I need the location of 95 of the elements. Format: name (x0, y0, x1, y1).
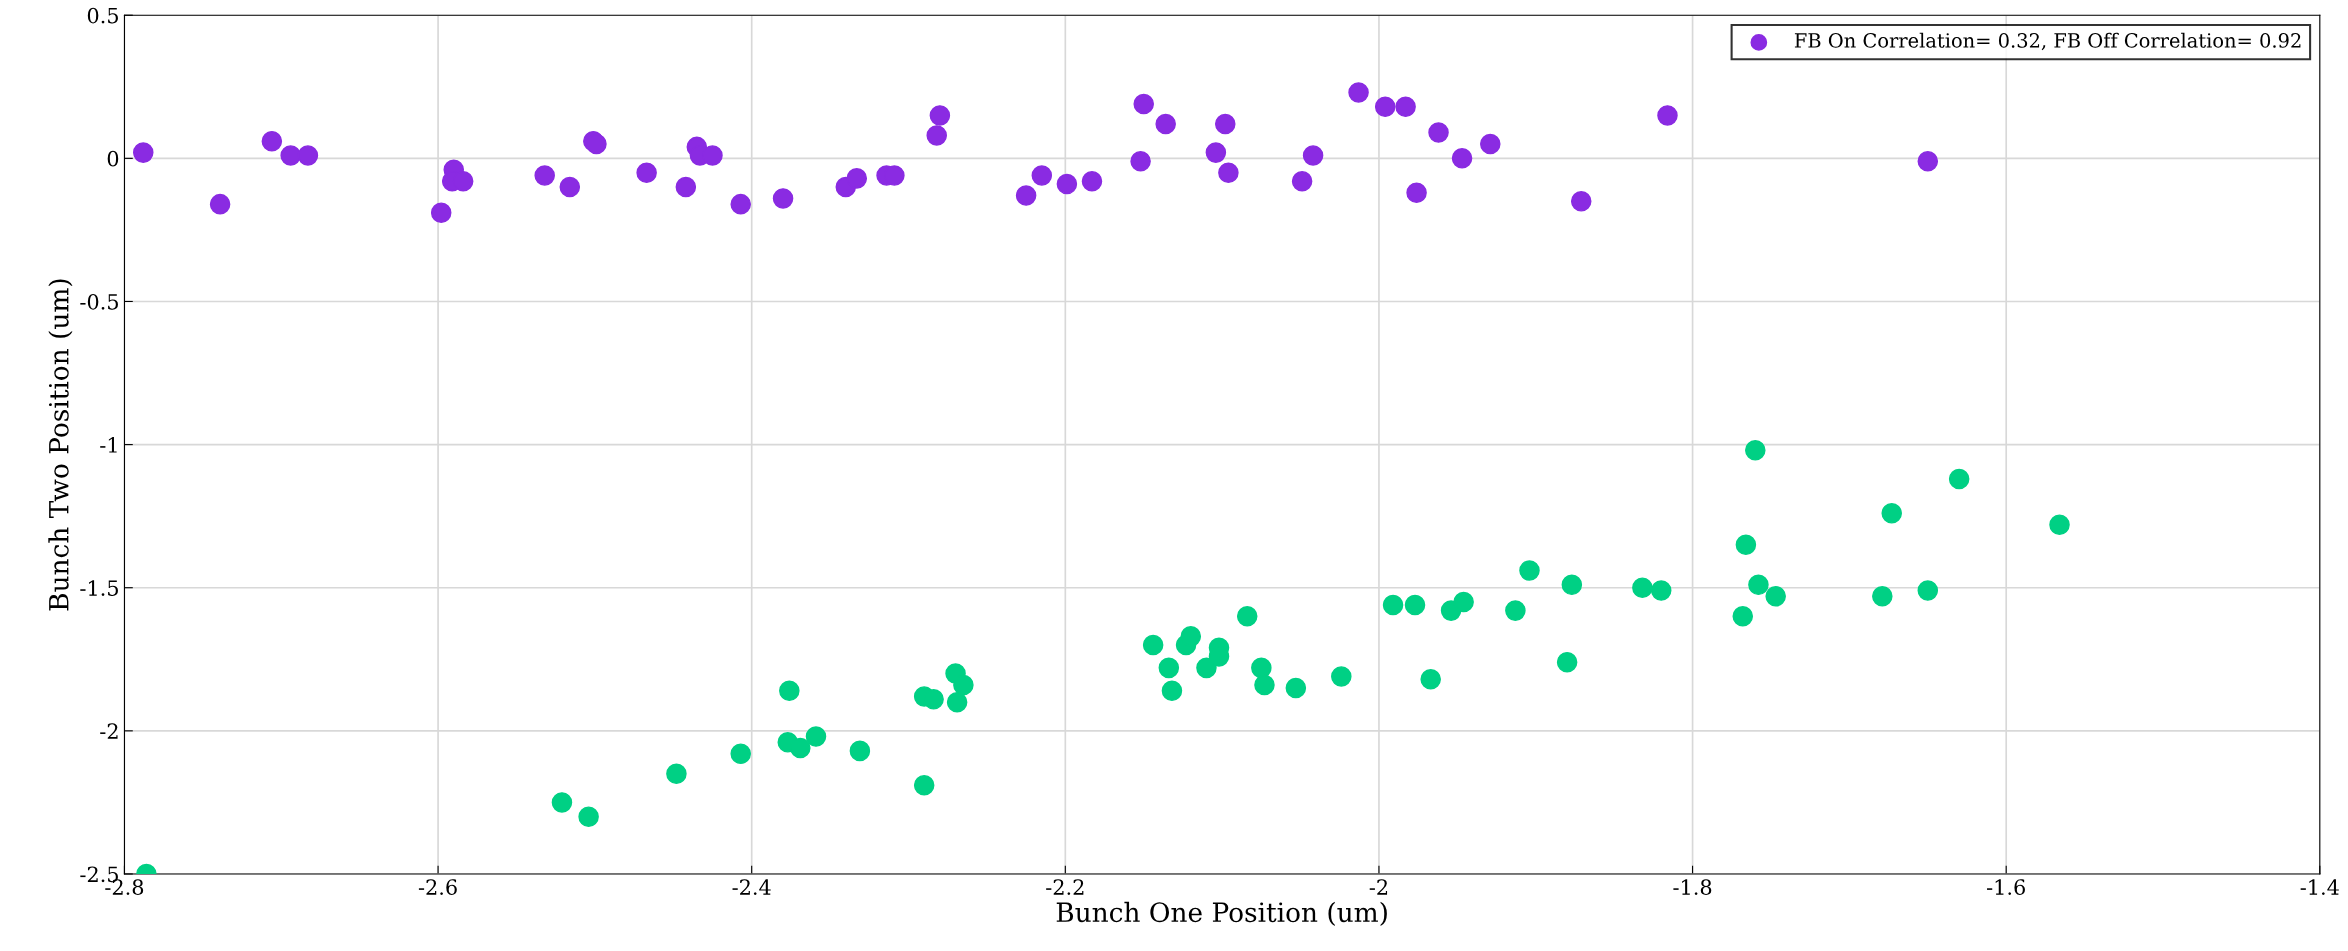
point (1218, 162, 1239, 183)
point (805, 726, 827, 747)
point (1881, 503, 1902, 524)
point (261, 130, 283, 152)
point (1406, 182, 1427, 203)
legend-label: FB On Correlation= 0.32, FB Off Correlation= 0.92 (1794, 32, 2301, 51)
point (1917, 150, 1939, 172)
point (1302, 145, 1324, 166)
y-tick-label: -1 (100, 437, 117, 453)
y-tick-label: -0.5 (80, 293, 118, 310)
point (1285, 677, 1307, 699)
x-tick-label: -1.8 (1673, 879, 1712, 895)
point (1180, 626, 1202, 647)
point (779, 680, 800, 702)
point (209, 193, 231, 215)
point (1348, 82, 1369, 103)
point (1133, 93, 1154, 115)
point (1556, 651, 1578, 673)
point (1158, 657, 1180, 679)
point (1251, 657, 1272, 679)
point (926, 125, 948, 146)
x-tick-label: -2.4 (732, 879, 771, 895)
point (1948, 468, 1970, 490)
point (1291, 170, 1313, 192)
point (1155, 113, 1176, 135)
point (1081, 170, 1103, 192)
x-tick-label: -2 (1369, 879, 1388, 895)
point (946, 691, 968, 713)
point (1205, 142, 1227, 163)
point (1215, 113, 1236, 135)
point (1732, 606, 1754, 627)
y-axis-title: Bunch Two Position (um) (48, 279, 73, 611)
point (559, 176, 581, 198)
y-tick-label: 0 (107, 150, 119, 167)
point (913, 774, 935, 796)
point (1735, 534, 1757, 556)
point (666, 763, 687, 785)
y-tick-label: 0.5 (87, 7, 118, 24)
point (1917, 580, 1939, 601)
point (132, 142, 154, 163)
point (1632, 577, 1653, 598)
point (1015, 185, 1037, 206)
point (1765, 586, 1786, 607)
point (1395, 96, 1416, 118)
x-tick-label: -1.4 (2300, 879, 2339, 895)
point (1031, 165, 1053, 186)
point (772, 188, 794, 209)
point (1505, 600, 1526, 621)
point (1420, 669, 1441, 690)
point (2049, 514, 2070, 536)
point (578, 806, 599, 827)
point (551, 792, 573, 813)
point (1561, 574, 1583, 596)
point (297, 145, 319, 166)
point (1745, 440, 1766, 461)
x-tick-label: -1.6 (1987, 879, 2025, 895)
point (923, 689, 944, 710)
x-axis-title: Bunch One Position (um) (1056, 901, 1387, 926)
point (1748, 574, 1769, 596)
point (1872, 586, 1893, 607)
point (1382, 594, 1404, 616)
point (1161, 680, 1183, 702)
point (1130, 150, 1151, 172)
x-tick-label: -2.2 (1046, 879, 1084, 895)
point (929, 105, 951, 126)
point (280, 145, 301, 166)
point (1236, 606, 1258, 627)
point (636, 162, 657, 183)
point (1570, 191, 1592, 212)
point (1428, 122, 1449, 143)
point (534, 165, 555, 186)
y-tick-label: -2 (100, 723, 118, 739)
point (430, 202, 452, 223)
point (730, 193, 751, 215)
point (1404, 594, 1426, 616)
point (1196, 657, 1217, 679)
point (1056, 173, 1078, 195)
point (953, 674, 974, 696)
point (1657, 105, 1678, 126)
x-tick-label: -2.6 (418, 879, 457, 895)
point (1480, 133, 1501, 155)
point (1254, 674, 1275, 696)
point (849, 740, 871, 762)
point (790, 737, 811, 759)
point (1374, 96, 1396, 118)
point (846, 168, 868, 189)
point (1451, 148, 1473, 169)
point (730, 743, 751, 765)
point (675, 176, 697, 198)
y-tick-label: -1.5 (80, 580, 118, 596)
point (1650, 580, 1672, 601)
point (1142, 634, 1164, 656)
point (1453, 591, 1474, 613)
point (1519, 560, 1540, 581)
point (1331, 666, 1352, 687)
